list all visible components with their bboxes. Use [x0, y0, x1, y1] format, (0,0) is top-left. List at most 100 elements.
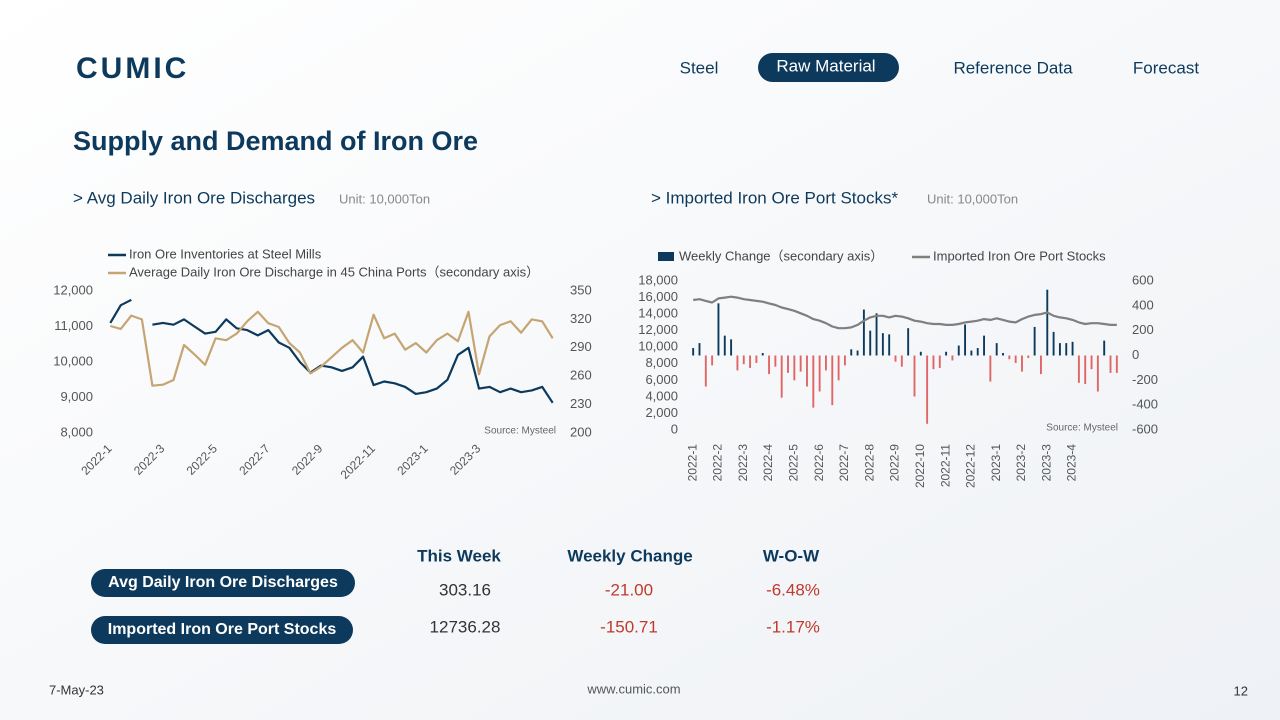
- y-tick-label: 8,000: [645, 355, 678, 370]
- bar: [837, 355, 840, 381]
- y-tick-label: 6,000: [645, 372, 678, 387]
- y-tick-label: 18,000: [638, 272, 678, 287]
- bar: [1046, 289, 1049, 356]
- bar: [704, 355, 707, 387]
- row-label-pill: [91, 569, 355, 597]
- legend-label: Weekly Change（secondary axis）: [679, 248, 883, 263]
- bar: [869, 330, 872, 356]
- x-tick-label: 2023-4: [1065, 444, 1079, 482]
- bar: [850, 349, 853, 356]
- bar: [1052, 331, 1055, 356]
- bar: [1002, 353, 1004, 356]
- line-series: [109, 298, 554, 404]
- y-tick-label: 10,000: [638, 339, 678, 354]
- y-tick-label: 12,000: [53, 282, 93, 297]
- y-tick-label: 9,000: [60, 389, 93, 404]
- x-tick-label: 2022-9: [888, 444, 902, 482]
- bar: [888, 334, 891, 356]
- table-header: This Week: [417, 546, 501, 565]
- x-tick-label: 2022-11: [938, 444, 952, 487]
- nav-item[interactable]: Forecast: [1133, 58, 1199, 77]
- bar: [799, 355, 802, 372]
- bar: [723, 335, 726, 356]
- x-tick-label: 2022-12: [964, 444, 978, 488]
- bar: [812, 355, 815, 408]
- bar: [932, 355, 935, 370]
- y-tick-label: 4,000: [645, 388, 678, 403]
- y2-tick-label: 320: [570, 311, 592, 326]
- table-header: W-O-W: [763, 546, 820, 565]
- source-note: Source: Mysteel: [1046, 423, 1118, 434]
- footer-url[interactable]: www.cumic.com: [586, 681, 680, 696]
- bar: [1021, 355, 1023, 372]
- bar: [1008, 355, 1011, 360]
- table-cell: 303.16: [439, 580, 491, 599]
- y2-tick-label: 290: [570, 339, 592, 354]
- nav-item[interactable]: Raw Material: [776, 56, 875, 75]
- bar: [989, 355, 992, 382]
- bar: [761, 353, 764, 356]
- bar: [818, 355, 821, 392]
- y-tick-label: 12,000: [638, 322, 678, 337]
- y-tick-label: 8,000: [60, 424, 93, 439]
- bar: [995, 343, 998, 356]
- bar: [894, 355, 897, 362]
- nav-active-pill[interactable]: [758, 53, 899, 82]
- y2-tick-label: 600: [1132, 272, 1154, 287]
- bar: [831, 355, 834, 406]
- bar: [742, 355, 745, 365]
- chart-unit: Unit: 10,000Ton: [927, 191, 1018, 206]
- bar: [1040, 355, 1042, 375]
- bar: [945, 351, 948, 356]
- bar: [825, 355, 827, 371]
- footer-date: 7-May-23: [49, 682, 104, 697]
- legend-swatch: [658, 252, 674, 261]
- bar: [749, 355, 752, 368]
- nav-item[interactable]: Steel: [680, 58, 719, 77]
- y-tick-label: 16,000: [638, 289, 678, 304]
- source-note: Source: Mysteel: [484, 426, 556, 437]
- bar: [951, 355, 954, 361]
- bar: [711, 355, 714, 366]
- table-cell: -1.17%: [766, 617, 820, 636]
- legend-label: Imported Iron Ore Port Stocks: [933, 248, 1106, 263]
- x-tick-label: 2022-8: [862, 444, 876, 482]
- bar: [1103, 340, 1106, 356]
- y-tick-label: 2,000: [645, 405, 678, 420]
- bar: [736, 355, 739, 371]
- x-tick-label: 2022-5: [787, 444, 801, 482]
- x-tick-label: 2022-2: [711, 444, 725, 482]
- chart-unit: Unit: 10,000Ton: [339, 191, 430, 206]
- bar: [1014, 355, 1017, 363]
- chart-title: > Avg Daily Iron Ore Discharges: [73, 188, 315, 207]
- legend-label: Average Daily Iron Ore Discharge in 45 C…: [129, 264, 539, 279]
- logo: CUMIC: [76, 52, 189, 85]
- bar: [1115, 355, 1118, 373]
- bar: [919, 351, 922, 356]
- y-tick-label: 10,000: [53, 353, 93, 368]
- bar: [881, 333, 884, 356]
- bar: [730, 339, 733, 356]
- page-number: 12: [1234, 683, 1248, 698]
- chart-title: > Imported Iron Ore Port Stocks*: [651, 188, 898, 207]
- bar: [900, 355, 903, 367]
- bar: [976, 348, 979, 356]
- bar: [1065, 343, 1068, 356]
- x-tick-label: 2022-4: [761, 444, 775, 482]
- bar: [806, 355, 808, 387]
- y2-tick-label: -600: [1132, 421, 1158, 436]
- bar: [970, 350, 973, 356]
- y2-tick-label: 200: [1132, 322, 1154, 337]
- bar: [1033, 326, 1036, 356]
- x-tick-label: 2023-2: [1014, 444, 1028, 482]
- x-tick-label: 2022-3: [736, 444, 750, 482]
- bar: [780, 355, 783, 398]
- nav-item[interactable]: Reference Data: [953, 58, 1073, 77]
- bar: [856, 350, 859, 356]
- bar: [913, 355, 916, 397]
- table-cell: -21.00: [605, 580, 653, 599]
- y2-tick-label: 260: [570, 368, 592, 383]
- x-tick-label: 2022-6: [812, 444, 826, 482]
